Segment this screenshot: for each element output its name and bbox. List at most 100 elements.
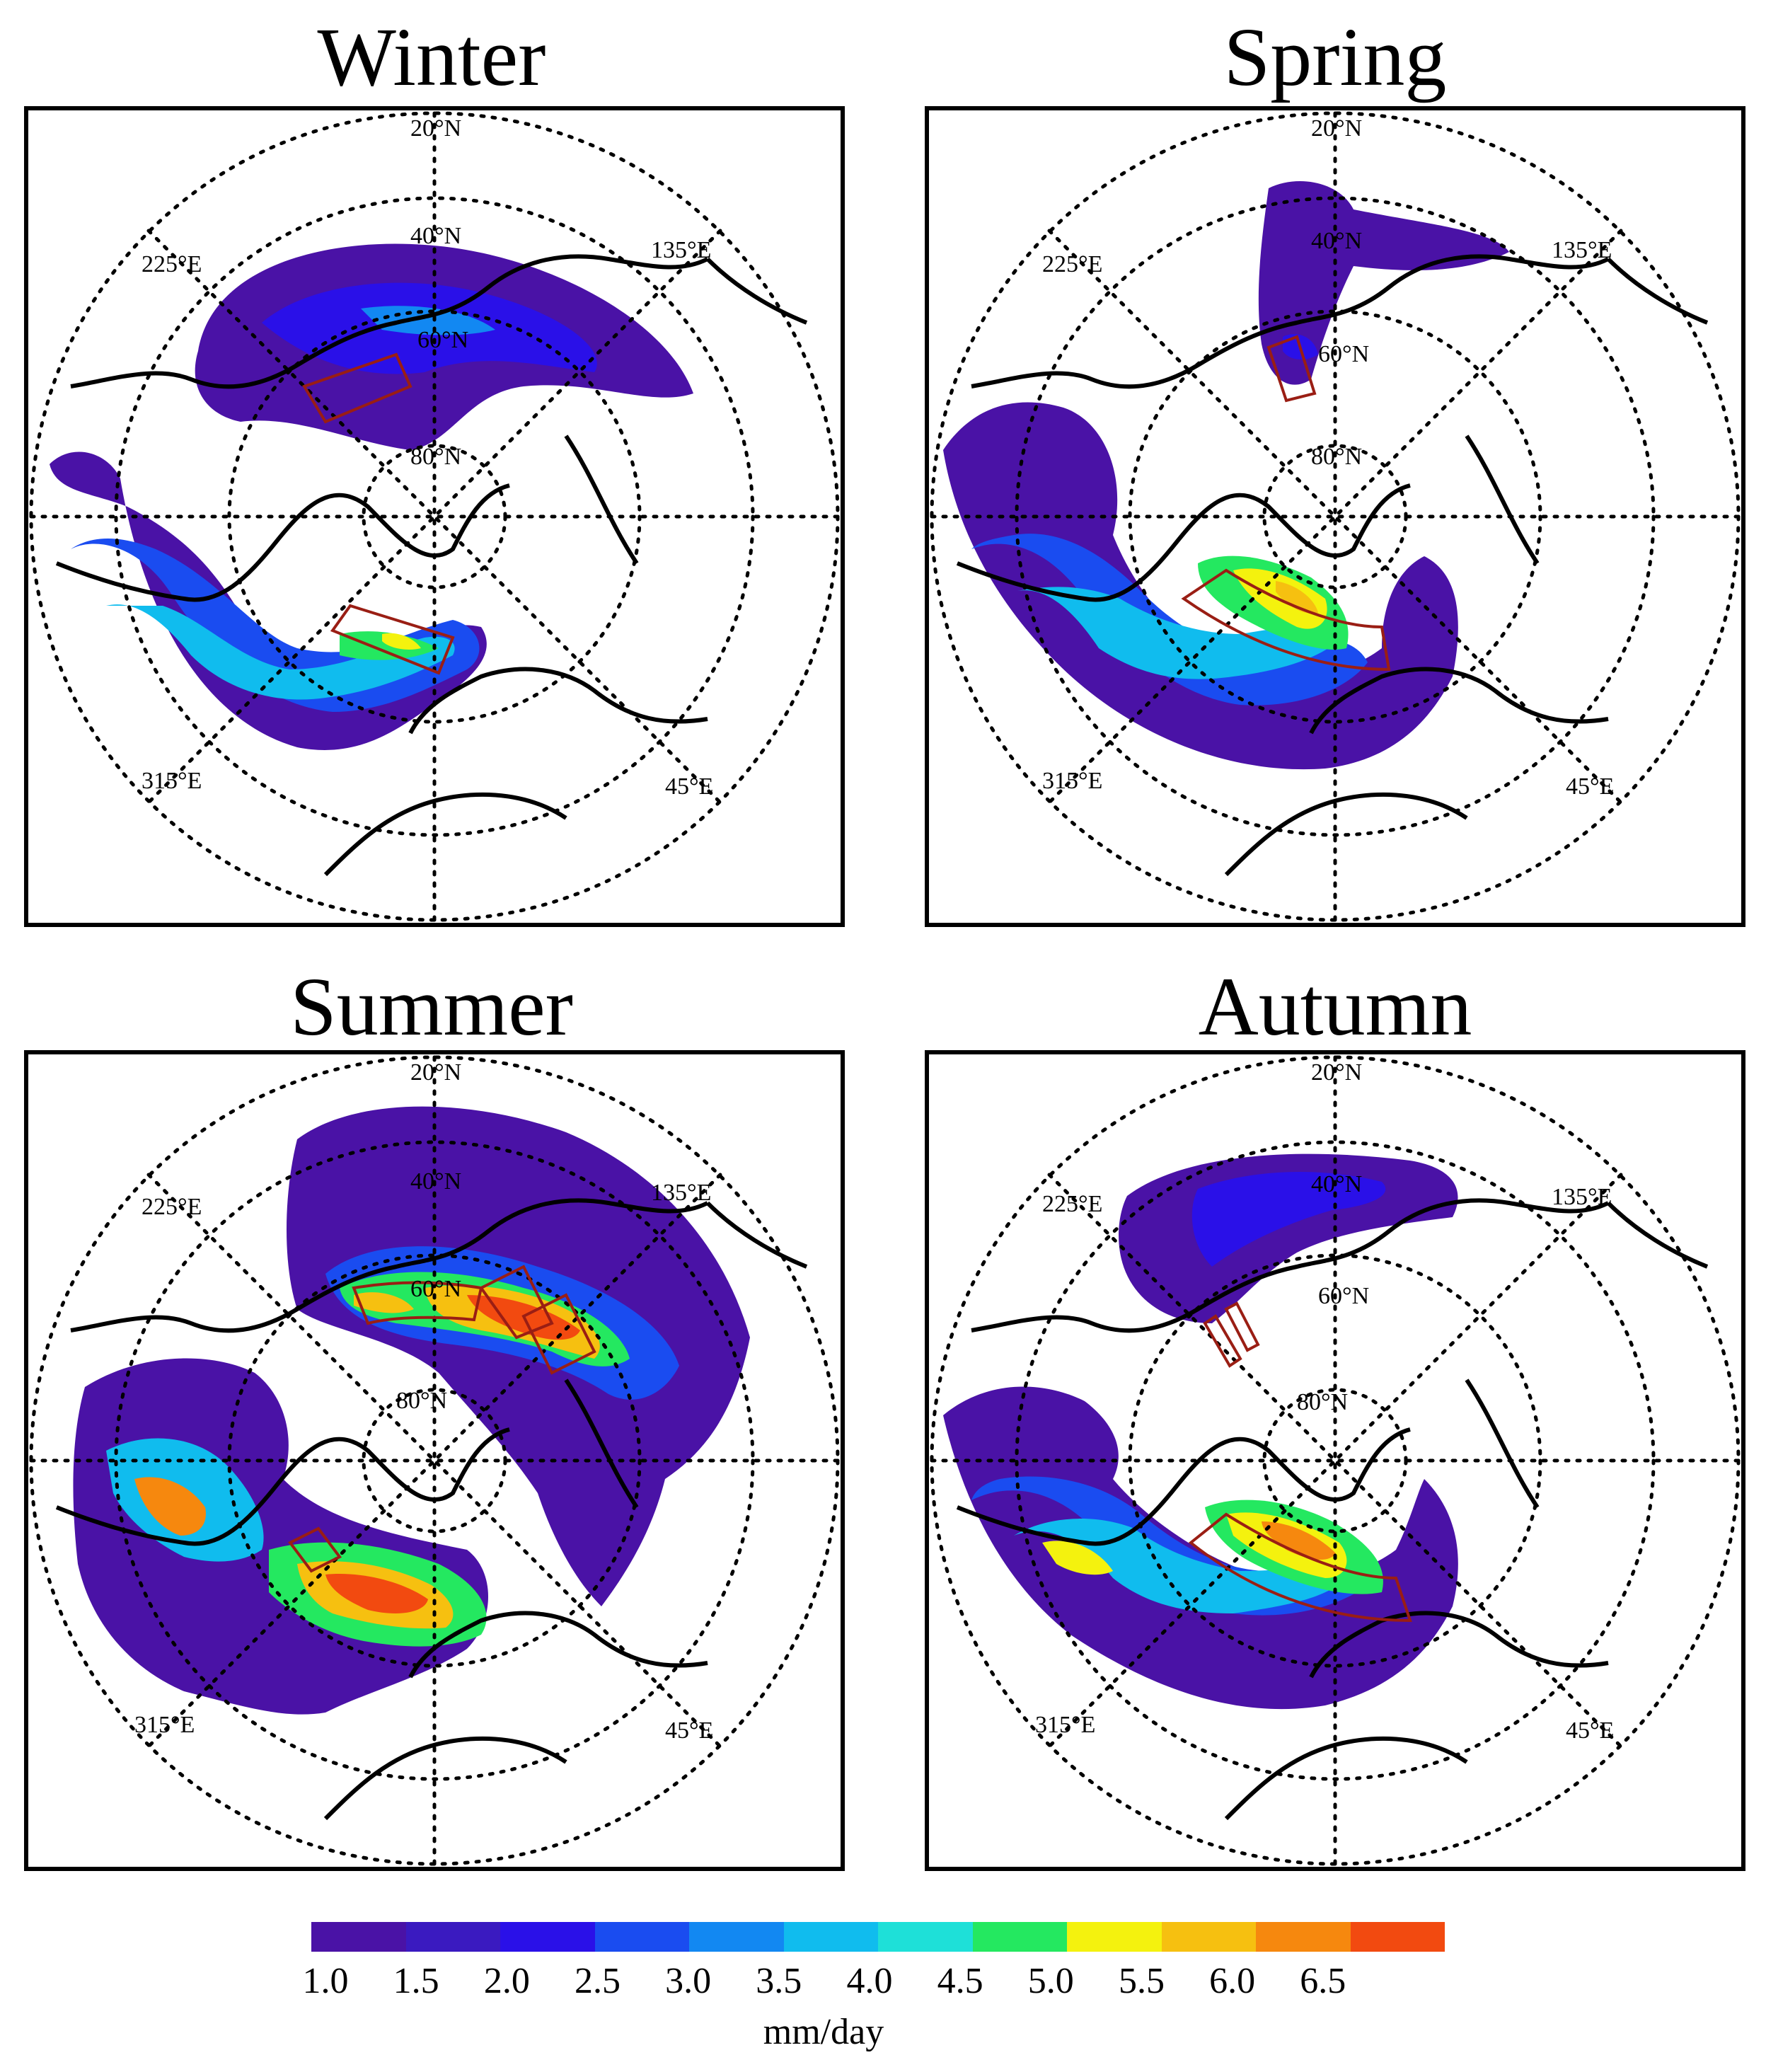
colorbar-swatch <box>1067 1922 1162 1952</box>
colorbar-tick-label: 1.5 <box>393 1961 439 2001</box>
colorbar-unit-label: mm/day <box>763 2012 884 2052</box>
grid-labels: 20°N 40°N 60°N 80°N 135°E 225°E 315°E 45… <box>1035 1059 1614 1744</box>
colorbar-swatch <box>500 1922 595 1952</box>
lon-label-225: 225°E <box>1042 251 1102 277</box>
graticule <box>29 111 840 922</box>
colorbar-swatch <box>972 1922 1067 1952</box>
colorbar-swatch <box>878 1922 973 1952</box>
lon-label-315: 315°E <box>142 768 202 794</box>
graticule <box>29 1055 840 1866</box>
precip-field <box>943 181 1509 770</box>
map-panel-spring: 20°N 40°N 60°N 80°N 135°E 225°E 315°E 45… <box>925 106 1745 927</box>
region-box <box>330 604 455 675</box>
map-panel-summer: 20°N 40°N 60°N 80°N 135°E 225°E 315°E 45… <box>24 1050 845 1871</box>
region-box <box>1188 1512 1412 1623</box>
colorbar-tick-label: 2.0 <box>483 1961 530 2001</box>
region-boxes <box>302 352 455 675</box>
lon-label-315: 315°E <box>1042 768 1102 794</box>
grid-labels: 20°N 40°N 60°N 80°N 135°E 225°E 315°E 45… <box>142 115 713 800</box>
colorbar-tick-label: 6.0 <box>1209 1961 1256 2001</box>
polar-map-autumn: 20°N 40°N 60°N 80°N 135°E 225°E 315°E 45… <box>930 1055 1741 1866</box>
lon-label-225: 225°E <box>1042 1191 1102 1217</box>
region-box <box>352 1281 483 1325</box>
polar-map-summer: 20°N 40°N 60°N 80°N 135°E 225°E 315°E 45… <box>29 1055 840 1866</box>
lon-label-315: 315°E <box>1035 1712 1095 1738</box>
precip-field <box>943 1153 1458 1710</box>
region-box <box>479 1265 554 1340</box>
polar-map-winter: 20°N 40°N 60°N 80°N 135°E 225°E 315°E 45… <box>29 111 840 922</box>
lat-label-80: 80°N <box>396 1388 447 1414</box>
colorbar-tick-label: 6.5 <box>1300 1961 1346 2001</box>
lon-label-135: 135°E <box>651 237 711 263</box>
colorbar-swatch <box>405 1922 500 1952</box>
colorbar-swatch <box>594 1922 689 1952</box>
panel-title-winter: Winter <box>317 11 546 103</box>
lat-label-20: 20°N <box>410 1059 461 1086</box>
lat-label-80: 80°N <box>1297 1389 1348 1415</box>
panel-title-summer: Summer <box>290 960 573 1053</box>
lon-label-45: 45°E <box>665 773 713 800</box>
polar-map-spring: 20°N 40°N 60°N 80°N 135°E 225°E 315°E 45… <box>930 111 1741 922</box>
colorbar-swatch <box>689 1922 784 1952</box>
graticule <box>930 111 1741 922</box>
lat-label-60: 60°N <box>417 327 468 353</box>
lat-label-60: 60°N <box>1318 1283 1369 1309</box>
lon-label-45: 45°E <box>1566 773 1614 800</box>
colorbar-tick-label: 3.5 <box>756 1961 802 2001</box>
colorbar-tick-label: 5.5 <box>1118 1961 1165 2001</box>
colorbar-swatch <box>783 1922 878 1952</box>
lat-label-80: 80°N <box>410 444 461 470</box>
grid-labels: 20°N 40°N 60°N 80°N 135°E 225°E 315°E 45… <box>1042 115 1614 800</box>
grid-labels: 20°N 40°N 60°N 80°N 135°E 225°E 315°E 45… <box>134 1059 713 1744</box>
lat-label-60: 60°N <box>1318 341 1369 367</box>
lat-label-40: 40°N <box>1311 228 1362 254</box>
colorbar-tick-label: 4.5 <box>937 1961 983 2001</box>
region-box <box>1203 1314 1242 1368</box>
lat-label-60: 60°N <box>410 1276 461 1302</box>
lat-label-40: 40°N <box>1311 1171 1362 1197</box>
lon-label-135: 135°E <box>1552 1184 1612 1210</box>
region-box <box>1266 335 1317 403</box>
region-boxes <box>287 1265 596 1573</box>
colorbar-tick-label: 2.5 <box>574 1961 621 2001</box>
graticule <box>930 1055 1741 1866</box>
lat-label-20: 20°N <box>410 115 461 142</box>
region-boxes <box>1188 1301 1412 1623</box>
precip-field <box>50 243 693 750</box>
land-outlines <box>956 254 1709 877</box>
region-boxes <box>1181 335 1391 672</box>
region-box <box>302 352 412 424</box>
panel-title-spring: Spring <box>1223 11 1447 103</box>
colorbar-swatch <box>1256 1922 1351 1952</box>
land-outlines <box>956 1198 1709 1821</box>
lon-label-45: 45°E <box>665 1717 713 1744</box>
region-box <box>1224 1301 1260 1352</box>
lat-label-20: 20°N <box>1311 1059 1362 1086</box>
colorbar-swatch <box>311 1922 406 1952</box>
lon-label-225: 225°E <box>142 1194 202 1220</box>
region-box <box>1181 568 1391 672</box>
map-panel-autumn: 20°N 40°N 60°N 80°N 135°E 225°E 315°E 45… <box>925 1050 1745 1871</box>
colorbar-tick-label: 5.0 <box>1027 1961 1074 2001</box>
colorbar-swatch <box>1161 1922 1256 1952</box>
lon-label-135: 135°E <box>651 1180 711 1206</box>
colorbar-tick-label: 1.0 <box>302 1961 349 2001</box>
lon-label-45: 45°E <box>1566 1717 1614 1744</box>
lat-label-40: 40°N <box>410 1168 461 1195</box>
lon-label-315: 315°E <box>134 1712 195 1738</box>
colorbar-swatch <box>1350 1922 1445 1952</box>
lat-label-40: 40°N <box>410 223 461 249</box>
colorbar-tick-label: 4.0 <box>846 1961 893 2001</box>
colorbar-tick-label: 3.0 <box>665 1961 712 2001</box>
lon-label-135: 135°E <box>1552 237 1612 263</box>
precip-field <box>73 1106 750 1715</box>
colorbar <box>311 1922 1445 1952</box>
map-panel-winter: 20°N 40°N 60°N 80°N 135°E 225°E 315°E 45… <box>24 106 845 927</box>
lat-label-20: 20°N <box>1311 115 1362 142</box>
land-outlines <box>55 1198 808 1821</box>
land-outlines <box>55 254 808 877</box>
lon-label-225: 225°E <box>142 251 202 277</box>
region-box <box>287 1526 342 1573</box>
lat-label-80: 80°N <box>1311 444 1362 470</box>
region-box <box>521 1293 596 1375</box>
